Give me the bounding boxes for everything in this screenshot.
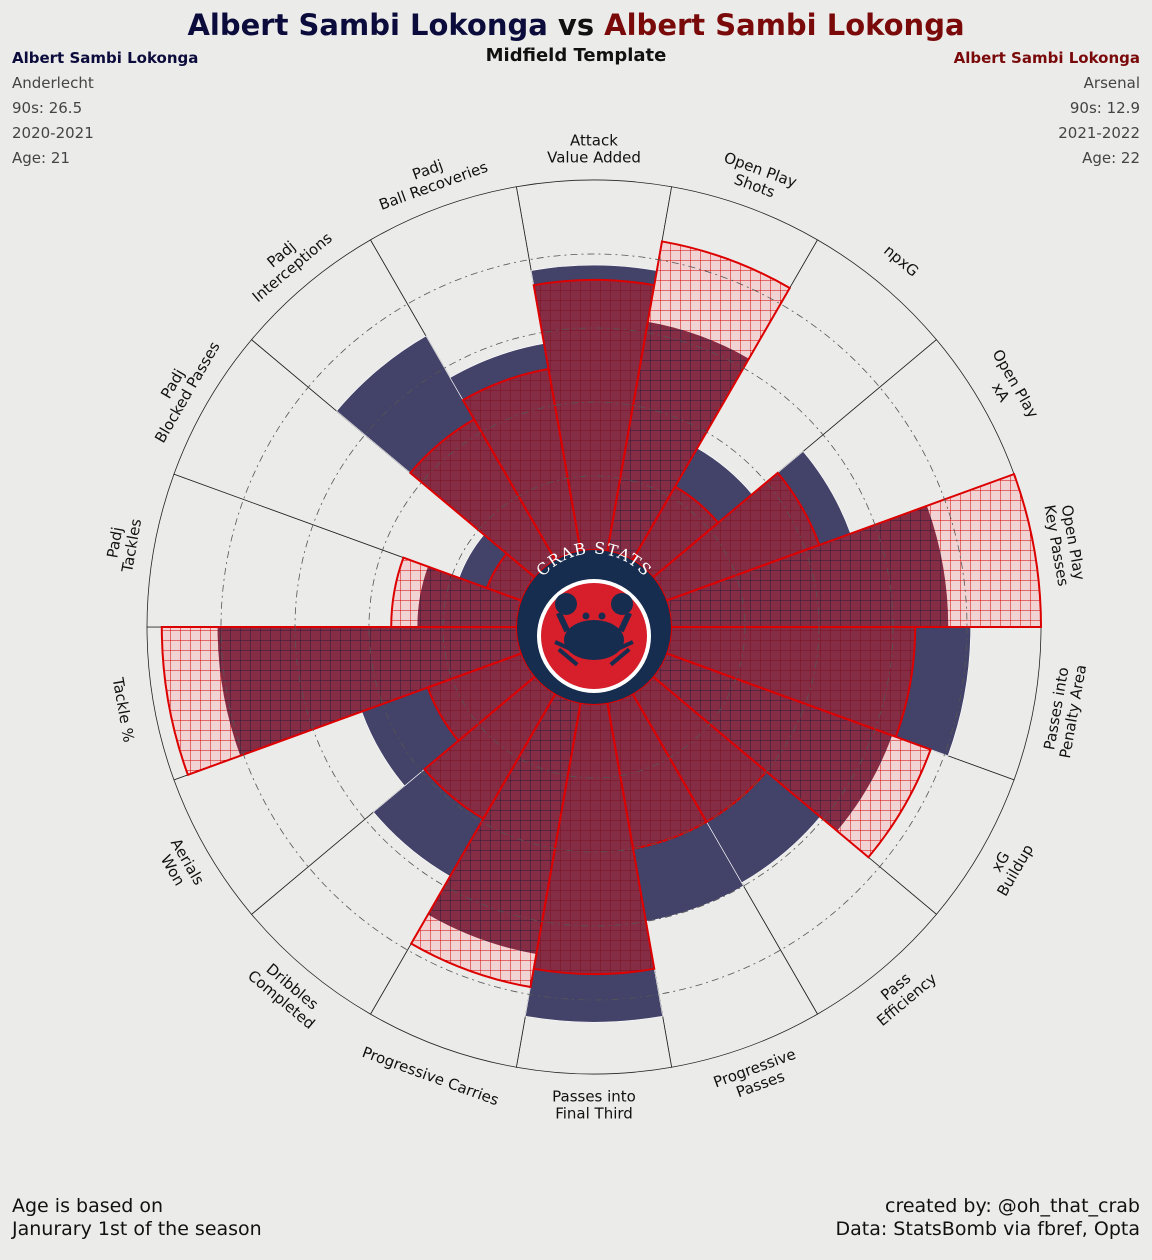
overlay-series-bar xyxy=(665,472,1043,628)
crab-icon xyxy=(554,593,634,667)
footer-note-line-1: Age is based on xyxy=(12,1195,164,1217)
title-vs: vs xyxy=(547,8,605,42)
left-player-name: Albert Sambi Lokonga xyxy=(12,49,199,67)
left-player-age: Age: 21 xyxy=(12,149,70,167)
gridline-ring xyxy=(442,475,746,779)
right-player-team: Arsenal xyxy=(1083,74,1140,92)
right-player-info: Albert Sambi Lokonga Arsenal 90s: 12.9 2… xyxy=(954,46,1140,171)
overlay-series-bar xyxy=(160,626,523,777)
category-label: Passes intoPenalty Area xyxy=(1039,660,1090,759)
category-label: PadjTackles xyxy=(101,514,145,574)
category-label: Tackle % xyxy=(109,675,138,743)
category-label: Attack Value Added xyxy=(547,132,641,167)
footer-note-line-2: Janurary 1st of the season xyxy=(12,1218,262,1240)
gridline-ring xyxy=(294,327,894,927)
category-label: AerialsWon xyxy=(152,835,208,897)
footer-credit-line-1: created by: @oh_that_crab xyxy=(885,1195,1140,1217)
chart-title: Albert Sambi Lokonga vs Albert Sambi Lok… xyxy=(0,8,1152,42)
left-player-season: 2020-2021 xyxy=(12,124,94,142)
crab-logo: CRAB STATS xyxy=(517,538,671,704)
right-player-nineties: 90s: 12.9 xyxy=(1069,99,1140,117)
overlay-series-bar xyxy=(651,652,932,859)
right-player-name: Albert Sambi Lokonga xyxy=(953,49,1140,67)
overlay-series-bar xyxy=(606,240,792,562)
left-player-nineties: 90s: 26.5 xyxy=(12,99,83,117)
footer-note: Age is based on Janurary 1st of the seas… xyxy=(12,1195,262,1241)
title-player-b: Albert Sambi Lokonga xyxy=(604,8,965,42)
overlay-series-layer xyxy=(160,240,1043,989)
category-label: Open PlayShots xyxy=(716,148,800,207)
right-player-season: 2021-2022 xyxy=(1058,124,1140,142)
category-label: Passes into Final Third xyxy=(552,1088,636,1123)
overlay-series-bar xyxy=(409,692,582,989)
gridline-ring xyxy=(368,401,820,853)
grid-layer xyxy=(220,253,968,1001)
category-label: Open PlayKey Passes xyxy=(1040,500,1089,587)
category-label: xGBuildup xyxy=(979,833,1038,900)
left-player-info: Albert Sambi Lokonga Anderlecht 90s: 26.… xyxy=(12,46,198,171)
footer-credits: created by: @oh_that_crab Data: StatsBom… xyxy=(836,1195,1141,1241)
title-player-a: Albert Sambi Lokonga xyxy=(187,8,548,42)
footer-credit-line-2: Data: StatsBomb via fbref, Opta xyxy=(835,1218,1141,1240)
gridline-ring xyxy=(220,253,968,1001)
overlay-series-bar xyxy=(390,556,523,628)
left-player-team: Anderlecht xyxy=(12,74,94,92)
chart-subtitle: Midfield Template xyxy=(485,45,667,66)
category-label: npxG xyxy=(880,241,922,280)
right-player-age: Age: 22 xyxy=(1082,149,1140,167)
overlay-series-bar xyxy=(461,367,582,562)
